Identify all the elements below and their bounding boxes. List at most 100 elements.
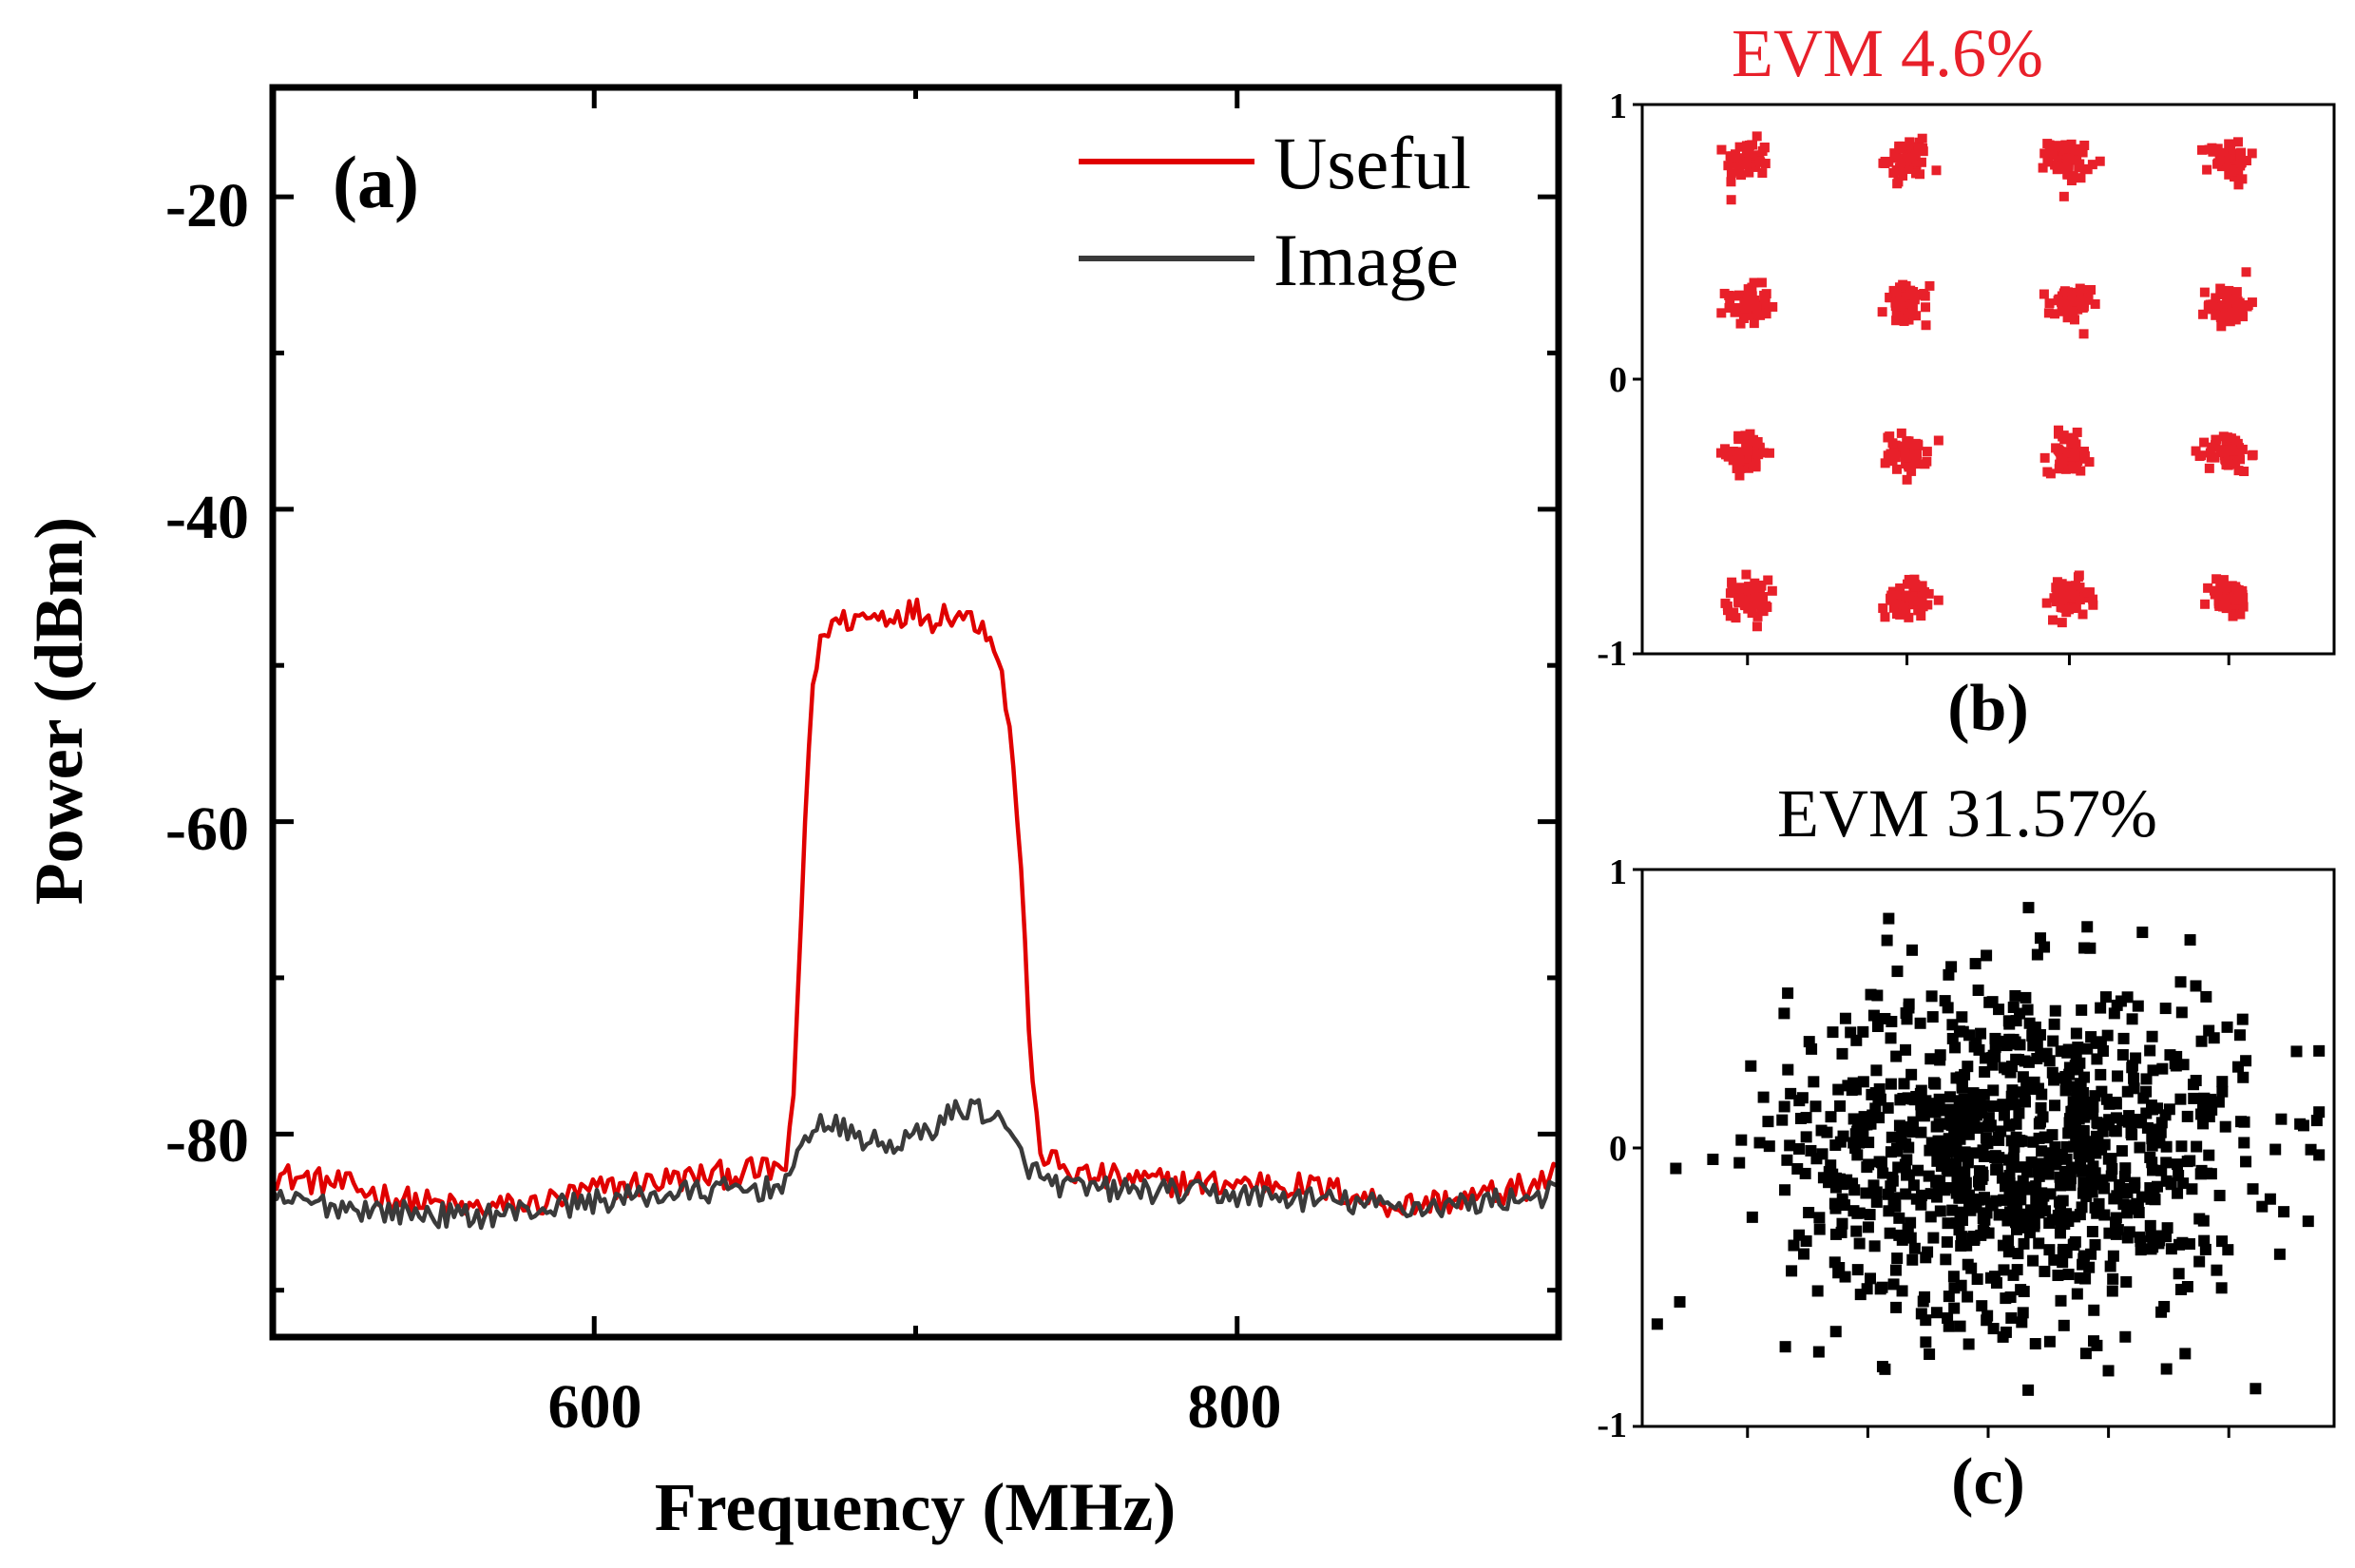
constellation-point — [2077, 1258, 2089, 1271]
constellation-point — [2121, 1085, 2134, 1098]
panel-b-title: EVM 4.6% — [1732, 15, 2043, 91]
constellation-point — [1759, 290, 1770, 300]
constellation-point — [1970, 1037, 1982, 1049]
constellation-point — [1758, 448, 1769, 458]
constellation-point — [1949, 1042, 1962, 1054]
constellation-point — [1752, 621, 1762, 632]
constellation-point — [2052, 1270, 2064, 1282]
constellation-point — [1891, 966, 1904, 978]
constellation-point — [1794, 1112, 1807, 1124]
constellation-point — [1991, 1152, 2003, 1164]
constellation-point — [2176, 1236, 2189, 1249]
constellation-point — [1727, 580, 1737, 590]
constellation-point — [2305, 1143, 2317, 1156]
constellation-point — [2135, 1244, 2147, 1256]
constellation-point — [2039, 1159, 2052, 1172]
constellation-point — [1930, 1176, 1943, 1188]
constellation-point — [2204, 463, 2214, 473]
constellation-point — [1778, 1100, 1790, 1113]
constellation-point — [1752, 611, 1763, 621]
constellation-point — [2097, 1174, 2109, 1186]
constellation-point — [1982, 1310, 1994, 1322]
constellation-point — [1984, 1119, 1997, 1132]
constellation-point — [1749, 318, 1759, 329]
constellation-point — [2269, 1143, 2282, 1156]
constellation-point — [2302, 1215, 2314, 1228]
constellation-point — [1726, 177, 1736, 187]
constellation-point — [2231, 435, 2241, 446]
constellation-point — [2216, 1085, 2229, 1098]
y-tick-label: -1 — [1597, 1405, 1627, 1445]
constellation-point — [2107, 1250, 2119, 1262]
constellation-point — [2018, 1237, 2030, 1250]
constellation-point — [2215, 581, 2226, 591]
constellation-point — [2081, 593, 2092, 603]
constellation-point — [2231, 287, 2242, 297]
constellation-point — [1974, 1171, 1986, 1183]
constellation-point — [1913, 605, 1924, 616]
constellation-point — [1946, 1019, 1959, 1031]
constellation-point — [1956, 1073, 1968, 1085]
constellation-point — [2234, 448, 2245, 458]
constellation-point — [1736, 583, 1747, 593]
constellation-point — [2071, 603, 2081, 614]
constellation-point — [2221, 603, 2231, 614]
constellation-point — [2059, 1071, 2072, 1083]
x-axis-title: Frequency (MHz) — [655, 1469, 1177, 1545]
constellation-point — [1755, 157, 1766, 167]
constellation-point — [2055, 1294, 2067, 1307]
constellation-point — [2048, 147, 2058, 158]
constellation-point — [2160, 1157, 2173, 1169]
constellation-point — [2090, 298, 2100, 309]
constellation-point — [2058, 1319, 2070, 1331]
constellation-point — [2195, 1035, 2208, 1047]
constellation-point — [1745, 1060, 1757, 1072]
constellation-point — [2087, 160, 2097, 170]
constellation-point — [2003, 1170, 2016, 1182]
constellation-point — [1905, 944, 1918, 956]
constellation-point — [2079, 1348, 2092, 1360]
constellation-point — [1742, 147, 1752, 158]
constellation-point — [1760, 159, 1771, 169]
constellation-point — [1925, 990, 1938, 1003]
constellation-point — [1731, 613, 1741, 623]
constellation-point — [2035, 1116, 2047, 1128]
constellation-point — [2278, 1206, 2290, 1218]
constellation-point — [1978, 1150, 1990, 1162]
constellation-point — [1873, 1112, 1886, 1124]
constellation-point — [2076, 1106, 2088, 1119]
constellation-point — [1955, 1279, 1967, 1291]
constellation-point — [1722, 601, 1733, 611]
constellation-point — [2046, 1129, 2058, 1141]
constellation-point — [2140, 1073, 2153, 1085]
constellation-point — [1961, 1109, 1973, 1121]
constellation-point — [1810, 1153, 1823, 1165]
constellation-point — [2069, 315, 2079, 325]
constellation-point — [2134, 1141, 2146, 1154]
constellation-point — [1886, 1015, 1898, 1027]
constellation-point — [1716, 144, 1727, 155]
constellation-point — [2058, 587, 2069, 598]
constellation-point — [2005, 1090, 2018, 1102]
constellation-point — [1888, 167, 1899, 178]
constellation-point — [2089, 1201, 2101, 1214]
constellation-point — [2198, 1234, 2211, 1247]
constellation-point — [2155, 1306, 2168, 1318]
constellation-point — [1884, 1227, 1896, 1239]
constellation-point — [1839, 1271, 1851, 1283]
constellation-point — [2036, 1145, 2048, 1157]
constellation-point — [2159, 1003, 2172, 1015]
constellation-point — [2250, 1383, 2262, 1395]
constellation-point — [1954, 1320, 1966, 1332]
panel-c-ticks — [1633, 868, 2231, 1438]
constellation-point — [2075, 595, 2085, 605]
constellation-point — [1896, 428, 1906, 438]
constellation-point — [2126, 1061, 2138, 1074]
constellation-point — [2067, 589, 2077, 600]
constellation-point — [1975, 1027, 1987, 1040]
constellation-point — [1946, 1204, 1959, 1216]
constellation-point — [1733, 1157, 1746, 1169]
constellation-point — [1885, 1032, 1897, 1044]
constellation-point — [1798, 1248, 1810, 1260]
constellation-point — [2000, 1326, 2012, 1338]
